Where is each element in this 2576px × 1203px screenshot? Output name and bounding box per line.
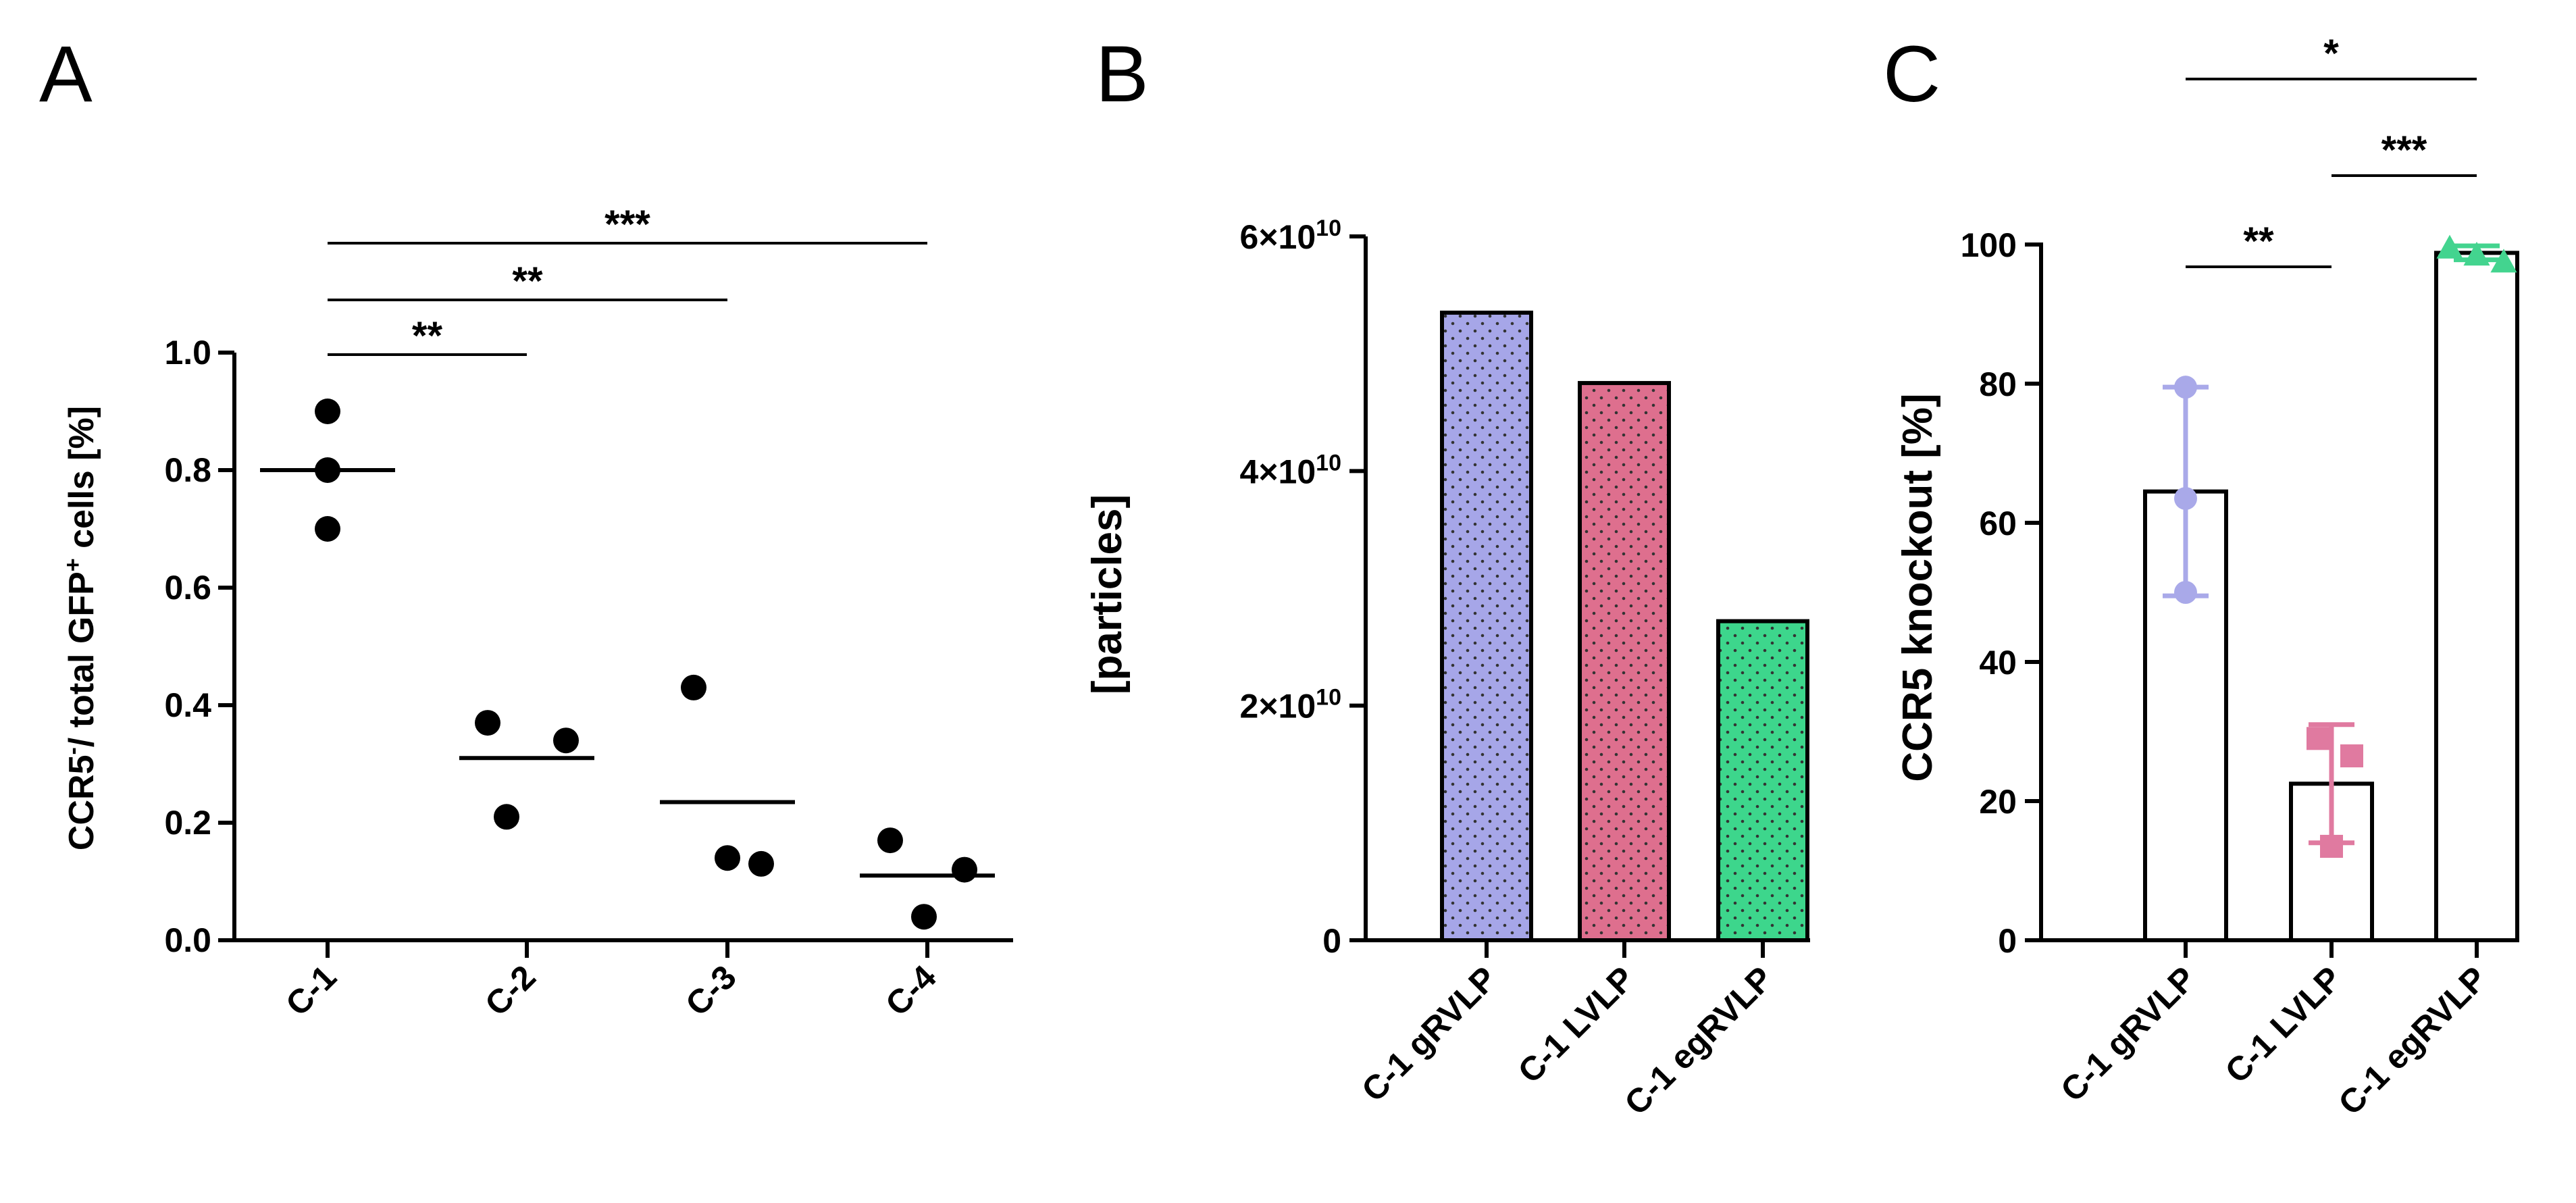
panel-a-data-point <box>475 710 500 736</box>
panel-a-significance-label: ** <box>512 259 543 303</box>
panel-c-data-point <box>2463 241 2490 266</box>
panel-a-data-point <box>748 850 774 877</box>
panel-b-y-tick-exponent: 10 <box>1316 215 1341 241</box>
panel-c-significance-label: ** <box>2243 220 2274 263</box>
panel-b-y-tick-label: 6×1010 <box>1240 215 1341 256</box>
panel-b-y-tick-label: 2×1010 <box>1240 685 1341 725</box>
panel-a-significance-label: *** <box>604 203 650 247</box>
panel-a-x-tick-label: C-1 <box>278 958 344 1023</box>
panel-c-data-point <box>2340 744 2363 768</box>
panel-b-y-tick-label: 4×1010 <box>1240 450 1341 490</box>
panel-c-x-tick-label: C-1 egRVLP <box>2331 959 2494 1122</box>
panel-b-bar-outline <box>1578 381 1671 942</box>
panel-a-data-point <box>715 845 740 871</box>
panel-b-bar-outline <box>1716 619 1809 942</box>
panel-c-data-point <box>2174 376 2197 399</box>
panel-c-significance-label: *** <box>2381 128 2427 172</box>
panel-c-bar <box>2434 251 2519 942</box>
panel-a-y-tick-label: 1.0 <box>164 334 211 372</box>
panel-a-y-tick-label: 0.8 <box>164 451 211 489</box>
panel-a-data-point <box>494 804 519 830</box>
panel-a-y-tick-label: 0.0 <box>164 921 211 959</box>
panel-c-y-tick-label: 60 <box>1979 505 2017 542</box>
panel-a-y-tick-label: 0.2 <box>164 804 211 842</box>
panel-c-data-point <box>2174 581 2197 604</box>
panel-a-label: A <box>39 30 93 119</box>
panel-c-y-tick-label: 40 <box>1979 644 2017 682</box>
panel-c-data-point <box>2436 234 2463 259</box>
panel-b-y-tick-exponent: 10 <box>1316 450 1341 476</box>
panel-c-y-tick-label: 80 <box>1979 365 2017 403</box>
panel-a-x-tick-label: C-4 <box>878 958 944 1023</box>
panel-b-y-tick-label: 0 <box>1322 922 1341 960</box>
panel-a-data-point <box>315 457 340 483</box>
panel-c-y-axis-label: CCR5 knockout [%] <box>1895 393 1941 782</box>
panel-a-data-point <box>315 516 340 542</box>
panel-b-y-tick-base: 4×10 <box>1240 453 1316 490</box>
panel-b-bar-outline <box>1440 310 1533 942</box>
panel-c-y-tick-label: 0 <box>1998 922 2017 960</box>
panel-b-label: B <box>1096 30 1149 119</box>
panel-a-data-point <box>681 674 706 700</box>
panel-c-y-tick-label: 100 <box>1961 226 2017 264</box>
panel-a-x-tick-label: C-2 <box>478 958 543 1023</box>
panel-c-data-point <box>2307 727 2329 750</box>
panel-b-y-tick-base: 0 <box>1322 922 1341 960</box>
panel-b-y-axis-label: [particles] <box>1084 494 1131 694</box>
panel-c-significance-label: * <box>2323 32 2339 76</box>
panel-a-y-tick-label: 0.4 <box>164 686 211 724</box>
panel-b-x-tick-label: C-1 egRVLP <box>1617 959 1780 1122</box>
panel-b-x-tick-label: C-1 LVLP <box>1511 959 1642 1090</box>
panel-c-data-point <box>2174 486 2197 510</box>
panel-c-label: C <box>1883 30 1940 119</box>
panel-b-y-tick-base: 2×10 <box>1240 688 1316 725</box>
panel-a-data-point <box>315 399 340 424</box>
panel-a: A CCR5-/ total GFP+ cells [%] 0.0 0.2 0.4 0… <box>39 30 1013 1023</box>
panel-c-y-tick-label: 20 <box>1979 783 2017 821</box>
panel-a-significance-label: ** <box>412 314 443 358</box>
panel-a-data-point <box>553 727 579 754</box>
panel-a-y-axis-label: CCR5-/ total GFP+ cells [%] <box>60 406 101 850</box>
panel-c-data-point <box>2490 249 2517 273</box>
panel-a-data-point <box>952 856 977 883</box>
panel-c-x-tick-label: C-1 gRVLP <box>2053 959 2203 1109</box>
panel-a-data-point <box>877 827 903 854</box>
panel-c-x-tick-label: C-1 LVLP <box>2218 959 2349 1090</box>
panel-b-y-tick-base: 6×10 <box>1240 218 1316 256</box>
panel-b-x-tick-label: C-1 gRVLP <box>1354 959 1504 1109</box>
panel-b-y-tick-exponent: 10 <box>1316 685 1341 711</box>
panel-a-data-point <box>911 904 937 930</box>
panel-a-x-tick-label: C-3 <box>678 958 744 1023</box>
panel-a-y-tick-label: 0.6 <box>164 569 211 607</box>
panel-c-data-point <box>2320 834 2343 858</box>
